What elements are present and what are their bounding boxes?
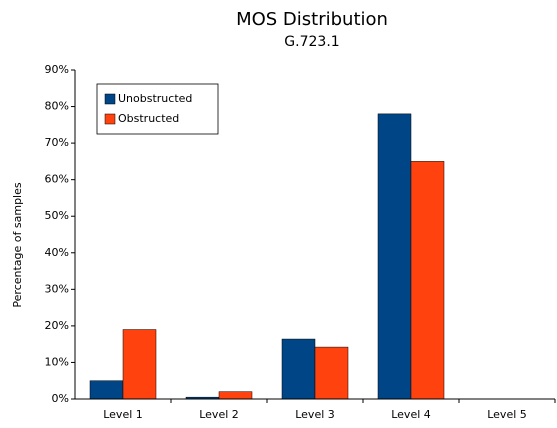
bar	[218, 391, 253, 400]
x-tick-label: Level 1	[103, 408, 143, 421]
y-axis-label: Percentage of samples	[11, 182, 24, 307]
chart-subtitle: G.723.1	[284, 34, 339, 50]
legend-swatch	[104, 93, 116, 105]
legend-box	[96, 83, 219, 135]
chart-title: MOS Distribution	[236, 9, 388, 30]
y-tick-label: 50%	[45, 209, 69, 222]
bar	[377, 113, 412, 400]
legend-swatch	[104, 113, 116, 125]
x-tick-label: Level 3	[295, 408, 335, 421]
y-tick-label: 20%	[45, 319, 69, 332]
x-tick-label: Level 2	[199, 408, 239, 421]
bar	[281, 338, 316, 400]
bar	[410, 161, 445, 400]
y-tick-label: 70%	[45, 136, 69, 149]
y-tick-label: 40%	[45, 246, 69, 259]
y-tick-label: 60%	[45, 173, 69, 186]
x-tick-label: Level 4	[391, 408, 431, 421]
legend-label: Unobstructed	[118, 92, 192, 105]
y-tick-label: 0%	[52, 392, 69, 405]
legend-label: Obstructed	[118, 112, 179, 125]
bar	[314, 346, 349, 400]
y-tick-label: 90%	[45, 63, 69, 76]
y-tick-label: 30%	[45, 282, 69, 295]
bar	[89, 380, 124, 400]
bar	[122, 329, 157, 400]
x-tick-label: Level 5	[487, 408, 527, 421]
y-tick-label: 10%	[45, 355, 69, 368]
y-tick-label: 80%	[45, 100, 69, 113]
